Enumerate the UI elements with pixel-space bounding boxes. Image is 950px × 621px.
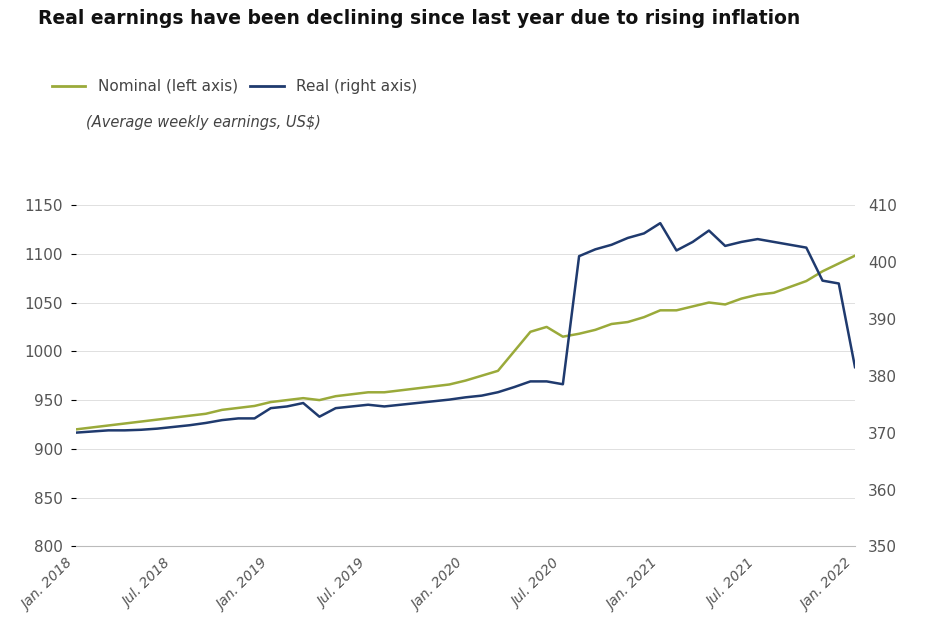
Text: (Average weekly earnings, US$): (Average weekly earnings, US$)	[86, 115, 320, 130]
Text: Real earnings have been declining since last year due to rising inflation: Real earnings have been declining since …	[38, 9, 800, 29]
Legend: Nominal (left axis), Real (right axis): Nominal (left axis), Real (right axis)	[46, 73, 423, 100]
